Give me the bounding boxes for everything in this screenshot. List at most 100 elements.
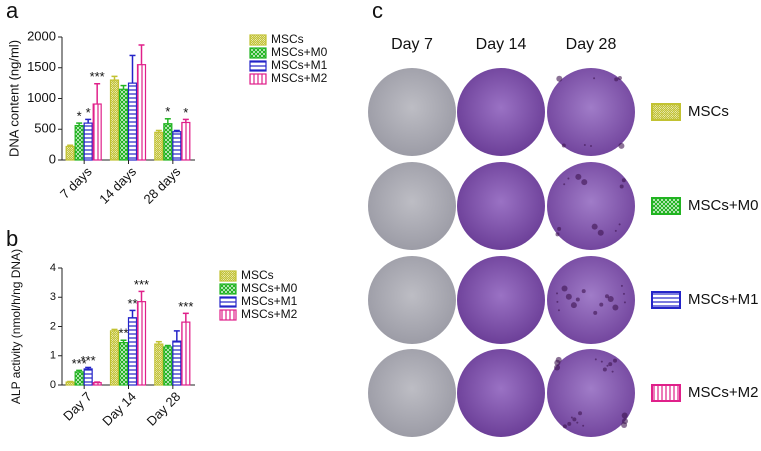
legend-label: MSCs+M1 [241, 294, 298, 308]
well-image [547, 256, 635, 344]
legend-swatch [651, 103, 681, 121]
significance: *** [134, 277, 149, 292]
well-image [457, 349, 545, 437]
significance: * [183, 105, 188, 120]
legend-swatch [219, 309, 237, 321]
significance: *** [81, 353, 96, 368]
panel-label: b [6, 226, 18, 251]
stain-spot [620, 284, 623, 287]
well-image [457, 68, 545, 156]
legend-label: MSCs [688, 103, 729, 120]
x-tick-label: Day 7 [60, 389, 95, 424]
legend-swatch [249, 73, 267, 85]
bar [172, 131, 182, 161]
x-tick-label: 14 days [96, 164, 139, 207]
legend-label: MSCs [271, 32, 304, 46]
legend-label: MSCs+M2 [271, 71, 328, 85]
well-image [368, 256, 456, 344]
legend-swatch [219, 283, 237, 295]
panel-label: c [372, 0, 383, 23]
legend-swatch [219, 296, 237, 308]
stain-spot [621, 178, 626, 183]
bar [163, 346, 173, 386]
y-tick-label: 1 [50, 350, 56, 362]
x-tick-label: Day 14 [99, 389, 139, 429]
stain-spot [602, 367, 607, 372]
bar [65, 381, 75, 386]
stain-spot [611, 370, 614, 373]
y-tick-label: 0 [50, 379, 56, 391]
stain-spot [614, 229, 617, 232]
stain-spot [562, 424, 567, 429]
stain-spot [556, 292, 559, 295]
significance: ** [118, 326, 128, 341]
legend-label: MSCs [241, 268, 274, 282]
stain-spot [621, 418, 628, 425]
stain-spot [567, 421, 572, 426]
bar [109, 330, 120, 386]
legend-swatch [249, 47, 267, 59]
bar [163, 123, 173, 161]
y-axis-label: DNA content (ng/ml) [6, 40, 21, 157]
y-tick-label: 2000 [27, 28, 56, 43]
stain-spot [576, 421, 579, 424]
well-image [368, 162, 456, 250]
significance: ** [127, 296, 137, 311]
bar [154, 343, 164, 386]
significance: *** [90, 69, 105, 84]
stain-spot [618, 223, 621, 226]
bar [118, 341, 129, 386]
legend-label: MSCs+M0 [688, 197, 758, 214]
bar [118, 88, 129, 161]
stain-spot [554, 364, 561, 371]
bar [74, 124, 84, 161]
legend-swatch [651, 384, 681, 402]
stain-spot [563, 183, 566, 186]
well-image [457, 162, 545, 250]
stain-spot [570, 302, 577, 309]
stain-spot [607, 296, 614, 303]
stain-spot [557, 226, 562, 231]
column-header: Day 14 [476, 36, 527, 53]
legend-swatch [651, 291, 681, 309]
column-header: Day 28 [566, 36, 617, 53]
stain-spot [567, 177, 570, 180]
significance: * [165, 104, 170, 119]
bar [109, 79, 120, 161]
stain-spot [597, 229, 604, 236]
bar [127, 317, 138, 386]
stain-spot [600, 360, 603, 363]
significance: * [86, 105, 91, 120]
bar [136, 301, 147, 386]
stain-spot [622, 292, 625, 295]
well-image [368, 349, 456, 437]
stain-spot [591, 223, 598, 230]
bar [136, 64, 147, 161]
stain-spot [554, 359, 561, 366]
column-header: Day 7 [391, 36, 433, 53]
y-tick-label: 1000 [27, 90, 56, 105]
stain-spot [581, 179, 588, 186]
stain-spot [608, 362, 613, 367]
legend-label: MSCs+M0 [241, 281, 298, 295]
bar [83, 122, 93, 161]
bar [92, 382, 102, 386]
stain-spot [583, 143, 586, 146]
stain-spot [578, 411, 583, 416]
stain-spot [570, 416, 573, 419]
stain-spot [623, 301, 626, 304]
bar [181, 321, 191, 386]
stain-spot [561, 285, 568, 292]
legend-swatch [219, 270, 237, 282]
y-tick-label: 500 [34, 121, 56, 136]
stain-spot [590, 145, 592, 147]
legend-label: MSCs+M1 [271, 58, 328, 72]
bar [172, 340, 182, 386]
significance: * [77, 109, 82, 124]
y-tick-label: 0 [49, 151, 56, 166]
significance: *** [72, 356, 87, 371]
stain-spot [556, 300, 559, 303]
stain-spot [575, 297, 580, 302]
legend-swatch [249, 60, 267, 72]
stain-spot [618, 142, 625, 149]
